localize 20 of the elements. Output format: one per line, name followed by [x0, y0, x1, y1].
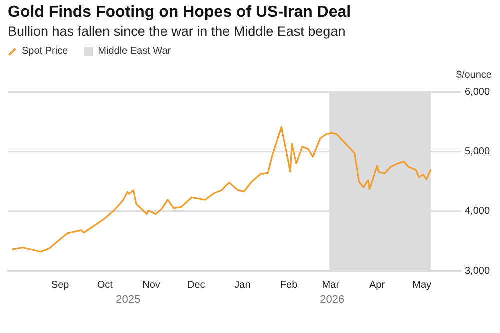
legend-label: Spot Price — [22, 46, 68, 57]
text: 2026 — [320, 294, 345, 306]
y-tick-label: 5,000 — [464, 146, 490, 158]
x-tick-label: Jan — [234, 280, 251, 291]
text: 2025 — [116, 294, 141, 306]
x-tick-label: May — [412, 280, 432, 291]
x-tick-label: Dec — [187, 280, 206, 291]
x-tick-label: Apr — [369, 280, 386, 291]
chart-title: Gold Finds Footing on Hopes of US-Iran Deal — [8, 4, 352, 22]
x-tick-label: Feb — [280, 280, 298, 291]
x-tick-label: Sep — [51, 280, 70, 291]
x-tick-label: Mar — [322, 280, 340, 291]
legend-label: Middle East War — [98, 46, 172, 57]
y-tick-label: 6,000 — [464, 86, 490, 98]
y-tick-label: 4,000 — [464, 206, 490, 218]
y-axis-title: $/ounce — [456, 70, 492, 81]
y-tick-label: 3,000 — [464, 266, 490, 277]
chart-subtitle: Bullion has fallen since the war in the Middle East began — [8, 24, 346, 39]
x-tick-label: Oct — [97, 280, 114, 291]
x-tick-label: Nov — [142, 280, 160, 291]
